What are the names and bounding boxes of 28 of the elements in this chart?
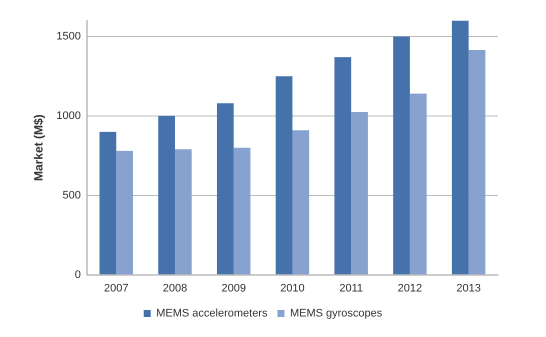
legend-label: MEMS gyroscopes — [290, 308, 383, 320]
x-tick-label: 2013 — [456, 282, 481, 294]
bar — [158, 116, 175, 274]
bar — [234, 148, 250, 274]
x-tick-label: 2009 — [221, 282, 246, 294]
y-tick-label: 0 — [74, 268, 81, 281]
x-tick-label: 2007 — [104, 282, 128, 294]
bar — [468, 50, 486, 274]
bar — [116, 150, 133, 274]
bar — [410, 94, 427, 274]
y-tick-label: 1500 — [56, 30, 81, 43]
bar — [216, 103, 234, 274]
bar — [174, 149, 192, 274]
y-tick-label: 500 — [62, 189, 81, 202]
bar — [351, 112, 368, 274]
bar — [292, 130, 310, 274]
x-tick-label: 2012 — [398, 282, 422, 294]
bar — [100, 132, 116, 274]
y-axis-title: Market (M$) — [32, 114, 46, 182]
x-tick-label: 2008 — [162, 282, 188, 294]
bar — [276, 76, 292, 274]
y-tick-label: 1000 — [56, 110, 81, 122]
legend-label: MEMS accelerometers — [156, 308, 268, 320]
x-tick-label: 2010 — [280, 282, 305, 294]
x-tick-label: 2011 — [339, 282, 363, 294]
bar — [334, 57, 352, 274]
bar — [393, 36, 410, 274]
bar — [452, 20, 469, 274]
